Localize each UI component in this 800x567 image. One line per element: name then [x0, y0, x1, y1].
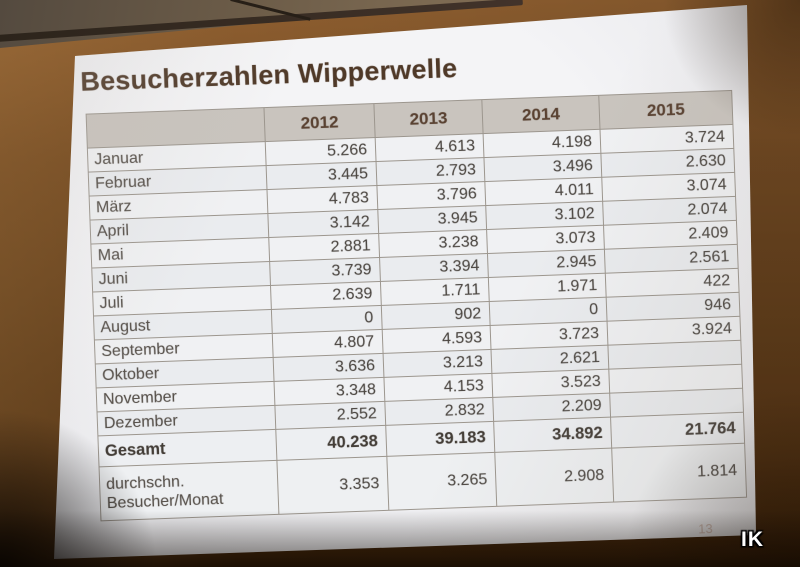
header-cell-2012: 2012 [263, 103, 376, 142]
total-value-cell: 40.238 [275, 425, 387, 461]
average-value-cell: 1.814 [611, 443, 747, 503]
average-label: durchschn. Besucher/Monat [99, 460, 279, 521]
photographer-watermark: IK [741, 528, 764, 551]
total-value-cell: 39.183 [385, 421, 495, 457]
average-value-cell: 3.353 [276, 456, 389, 515]
header-cell-2015: 2015 [598, 90, 733, 130]
visitors-table: 2012 2013 2014 2015 Januar 5.266 4.613 4… [86, 90, 748, 521]
slide-title: Besucherzahlen Wipperwelle [79, 53, 458, 97]
total-value-cell: 34.892 [493, 417, 612, 453]
slide-content: Besucherzahlen Wipperwelle 2012 2013 201… [54, 5, 756, 559]
total-value-cell: 21.764 [610, 412, 745, 449]
header-cell-2013: 2013 [373, 99, 484, 138]
average-value-cell: 3.265 [386, 452, 497, 511]
projection-slide: Besucherzahlen Wipperwelle 2012 2013 201… [54, 5, 756, 559]
slide-page-number: 13 [697, 520, 713, 537]
average-value-cell: 2.908 [494, 448, 614, 507]
header-cell-2014: 2014 [481, 95, 600, 134]
